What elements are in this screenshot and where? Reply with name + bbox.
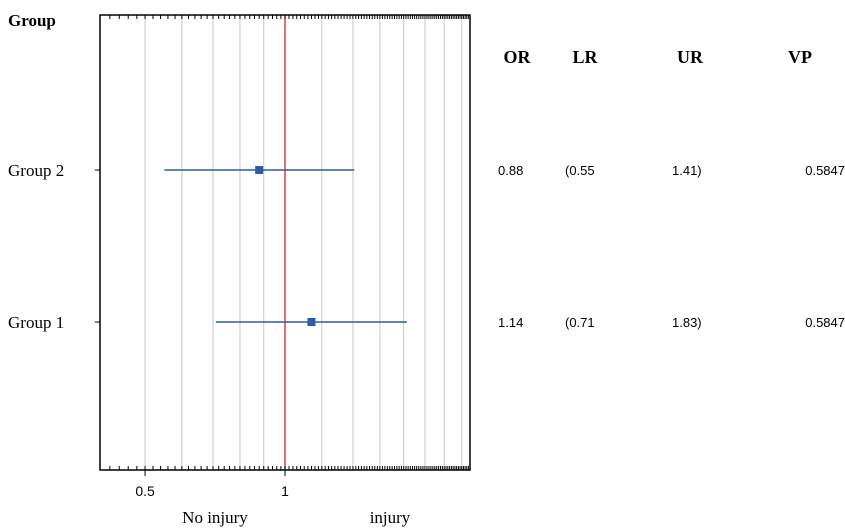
stats-table: OR LR UR VP 0.88 (0.55 1.41) 0.5847 1.14 (0.71 1.8… — [498, 47, 845, 330]
column-header-ur: UR — [677, 47, 704, 67]
labels: 0.5 1 Group No injury injury Group 2 Group 1 — [8, 11, 411, 527]
vp-value: 0.5847 — [805, 315, 845, 330]
or-value: 0.88 — [498, 163, 523, 178]
column-header-or: OR — [504, 47, 532, 67]
x-tick-label: 0.5 — [135, 483, 155, 499]
group-header: Group — [8, 11, 56, 30]
ur-value: 1.41) — [672, 163, 702, 178]
injury-label: injury — [370, 508, 411, 527]
ur-value: 1.83) — [672, 315, 702, 330]
x-tick-label: 1 — [281, 483, 289, 499]
column-header-vp: VP — [788, 47, 812, 67]
vp-value: 0.5847 — [805, 163, 845, 178]
point-estimate — [307, 318, 316, 326]
plot-frame — [95, 14, 471, 476]
lr-value: (0.55 — [565, 163, 595, 178]
row-label: Group 2 — [8, 161, 64, 180]
no-injury-label: No injury — [182, 508, 248, 527]
row-label: Group 1 — [8, 313, 64, 332]
gridlines — [144, 15, 463, 470]
lr-value: (0.71 — [565, 315, 595, 330]
confidence-intervals — [164, 166, 408, 326]
column-header-lr: LR — [572, 47, 598, 67]
minor-ticks — [109, 15, 469, 470]
or-value: 1.14 — [498, 315, 523, 330]
point-estimate — [255, 166, 264, 174]
